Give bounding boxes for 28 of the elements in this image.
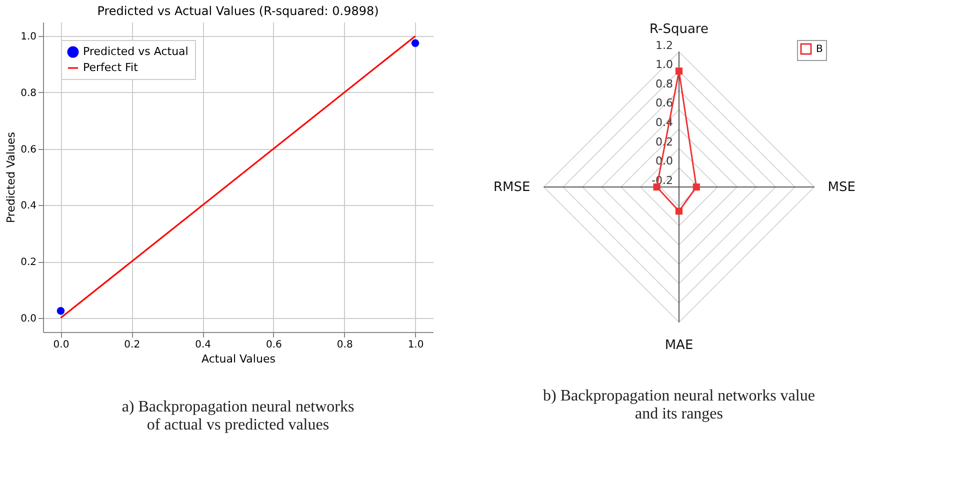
spoke-label: MSE xyxy=(828,180,856,195)
y-tick-label: 0.6 xyxy=(20,144,36,156)
x-tick-label: 0.4 xyxy=(195,340,211,350)
y-tick-label: 1.0 xyxy=(20,32,36,43)
y-tick-label: 0.2 xyxy=(20,257,36,268)
legend-label: B xyxy=(816,44,823,55)
spoke-label: MAE xyxy=(664,338,694,354)
chart-title: Predicted vs Actual Values (R-squared: 0.9898) xyxy=(97,4,379,18)
text: b) Backpropagation neural networks value and its ranges xyxy=(543,388,815,422)
y-tick-label: 0.0 xyxy=(20,313,36,324)
y-tick-label: 0.8 xyxy=(20,88,36,99)
spoke-label: R-Square xyxy=(650,22,708,37)
y-tick-label: 1.0 xyxy=(656,58,673,72)
x-tick-label: 0.8 xyxy=(336,340,353,350)
y-tick-label: 0.4 xyxy=(20,200,36,212)
x-axis-title: Actual Values xyxy=(202,352,276,366)
y-tick-label: 1.2 xyxy=(656,38,673,52)
legend-label: Predicted vs Actual xyxy=(83,45,188,58)
x-tick-label: 0.6 xyxy=(266,340,282,350)
x-tick-label: 1.0 xyxy=(408,340,424,350)
x-tick-label: 0.2 xyxy=(124,340,140,350)
x-tick-label: 0.0 xyxy=(53,340,70,350)
y-tick-label: 0.6 xyxy=(656,96,673,110)
y-axis-title: Predicted Values xyxy=(4,132,18,224)
legend-label: Perfect Fit xyxy=(83,61,139,74)
text: a) Backpropagation neural networks of actual vs predicted values xyxy=(122,398,354,434)
y-tick-label: 0.8 xyxy=(656,77,673,90)
spoke-label: RMSE xyxy=(494,180,530,195)
